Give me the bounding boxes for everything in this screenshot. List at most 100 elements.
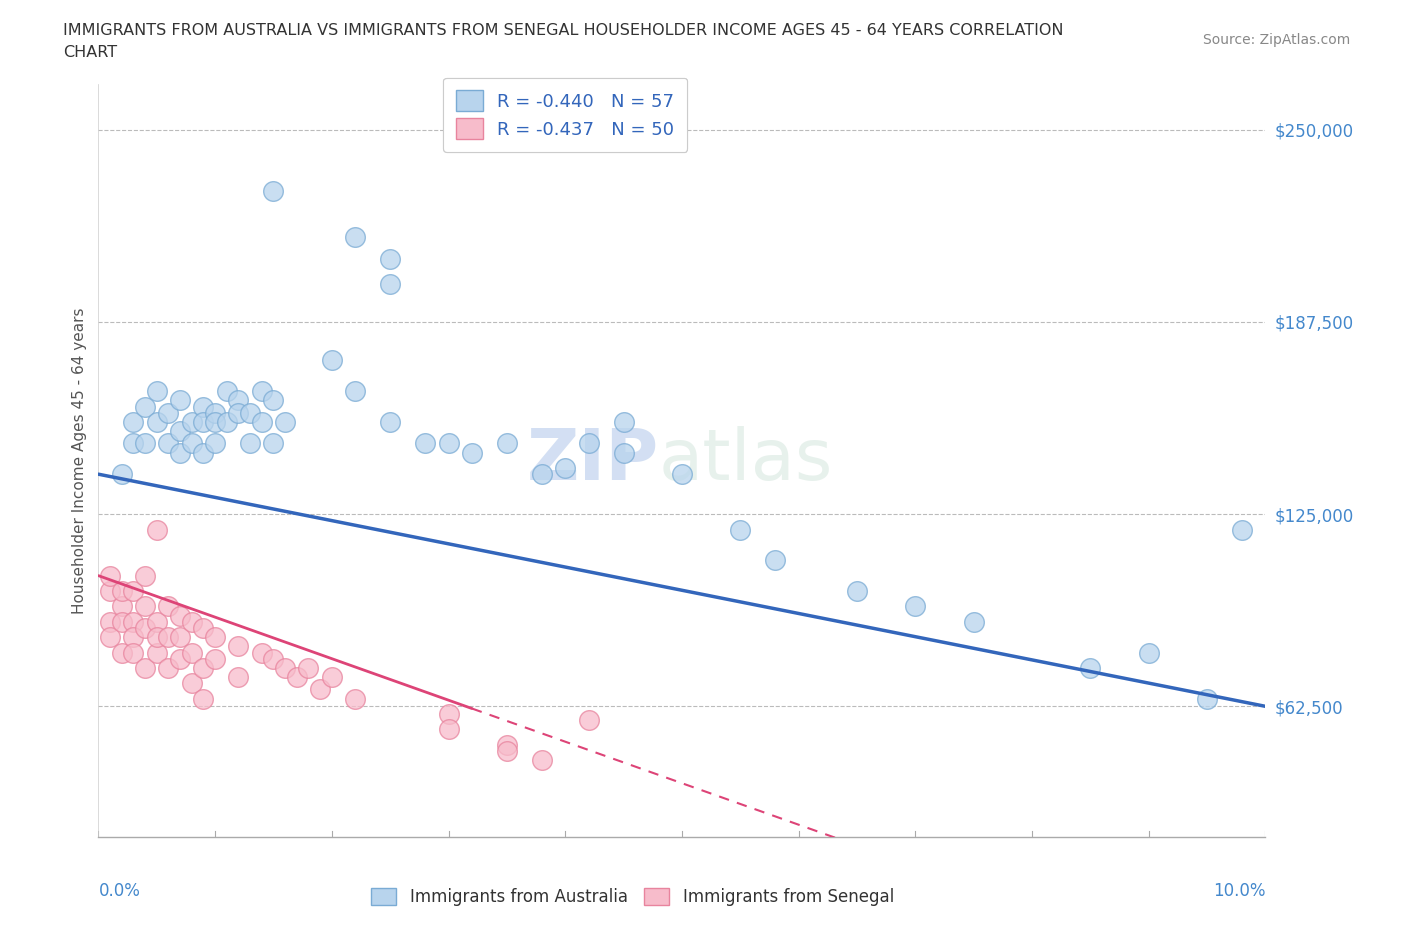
Point <box>239 405 262 420</box>
Point <box>122 436 145 451</box>
Text: IMMIGRANTS FROM AUSTRALIA VS IMMIGRANTS FROM SENEGAL HOUSEHOLDER INCOME AGES 45 : IMMIGRANTS FROM AUSTRALIA VS IMMIGRANTS … <box>63 23 1064 38</box>
Point <box>496 436 519 451</box>
Point <box>437 436 460 451</box>
Legend: Immigrants from Australia, Immigrants from Senegal: Immigrants from Australia, Immigrants fr… <box>364 881 901 912</box>
Point <box>612 445 634 460</box>
Point <box>169 424 191 439</box>
Point <box>344 230 367 245</box>
Text: Source: ZipAtlas.com: Source: ZipAtlas.com <box>1202 33 1350 46</box>
Point <box>157 630 180 644</box>
Point <box>169 651 191 666</box>
Point <box>180 676 202 691</box>
Point <box>262 651 284 666</box>
Point <box>274 415 297 430</box>
Point <box>146 615 169 630</box>
Point <box>169 393 191 408</box>
Point <box>285 670 308 684</box>
Point <box>297 660 319 675</box>
Point <box>180 615 202 630</box>
Point <box>204 415 226 430</box>
Point <box>134 568 156 583</box>
Point <box>461 445 484 460</box>
Point <box>193 445 215 460</box>
Point <box>122 615 145 630</box>
Point <box>98 568 121 583</box>
Point <box>671 467 693 482</box>
Point <box>111 645 134 660</box>
Point <box>1230 522 1253 537</box>
Point <box>437 722 460 737</box>
Point <box>344 691 367 706</box>
Point <box>111 584 134 599</box>
Text: atlas: atlas <box>658 426 832 495</box>
Point <box>180 415 202 430</box>
Point <box>111 467 134 482</box>
Point <box>204 630 226 644</box>
Point <box>180 436 202 451</box>
Point <box>134 436 156 451</box>
Point <box>146 645 169 660</box>
Point <box>437 707 460 722</box>
Point <box>1137 645 1160 660</box>
Point <box>180 645 202 660</box>
Point <box>146 630 169 644</box>
Text: ZIP: ZIP <box>526 426 658 495</box>
Point <box>321 670 343 684</box>
Point <box>122 645 145 660</box>
Y-axis label: Householder Income Ages 45 - 64 years: Householder Income Ages 45 - 64 years <box>72 307 87 614</box>
Point <box>274 660 297 675</box>
Point <box>578 712 600 727</box>
Legend: R = -0.440   N = 57, R = -0.437   N = 50: R = -0.440 N = 57, R = -0.437 N = 50 <box>443 78 688 152</box>
Point <box>262 436 284 451</box>
Point <box>193 415 215 430</box>
Point <box>111 599 134 614</box>
Point <box>157 660 180 675</box>
Point <box>413 436 436 451</box>
Text: CHART: CHART <box>63 45 117 60</box>
Point <box>204 651 226 666</box>
Point <box>98 615 121 630</box>
Point <box>344 384 367 399</box>
Point <box>157 405 180 420</box>
Point <box>204 405 226 420</box>
Point <box>193 399 215 414</box>
Point <box>146 384 169 399</box>
Point <box>169 445 191 460</box>
Point <box>250 384 273 399</box>
Point <box>250 415 273 430</box>
Point <box>98 630 121 644</box>
Point <box>193 691 215 706</box>
Point <box>169 608 191 623</box>
Point <box>134 599 156 614</box>
Point <box>1080 660 1102 675</box>
Point <box>530 752 553 767</box>
Point <box>193 660 215 675</box>
Point <box>554 460 576 475</box>
Point <box>134 660 156 675</box>
Point <box>122 630 145 644</box>
Point <box>122 584 145 599</box>
Point <box>962 615 984 630</box>
Point <box>846 584 869 599</box>
Point <box>134 620 156 635</box>
Point <box>496 743 519 758</box>
Point <box>122 415 145 430</box>
Point <box>904 599 927 614</box>
Point <box>380 276 402 291</box>
Point <box>134 399 156 414</box>
Point <box>309 682 332 697</box>
Point <box>228 639 250 654</box>
Point <box>228 670 250 684</box>
Point <box>169 630 191 644</box>
Point <box>228 393 250 408</box>
Point <box>380 251 402 266</box>
Point <box>239 436 262 451</box>
Point <box>111 615 134 630</box>
Point <box>157 599 180 614</box>
Point <box>146 415 169 430</box>
Point <box>250 645 273 660</box>
Point <box>193 620 215 635</box>
Point <box>321 353 343 368</box>
Point <box>204 436 226 451</box>
Point <box>215 415 238 430</box>
